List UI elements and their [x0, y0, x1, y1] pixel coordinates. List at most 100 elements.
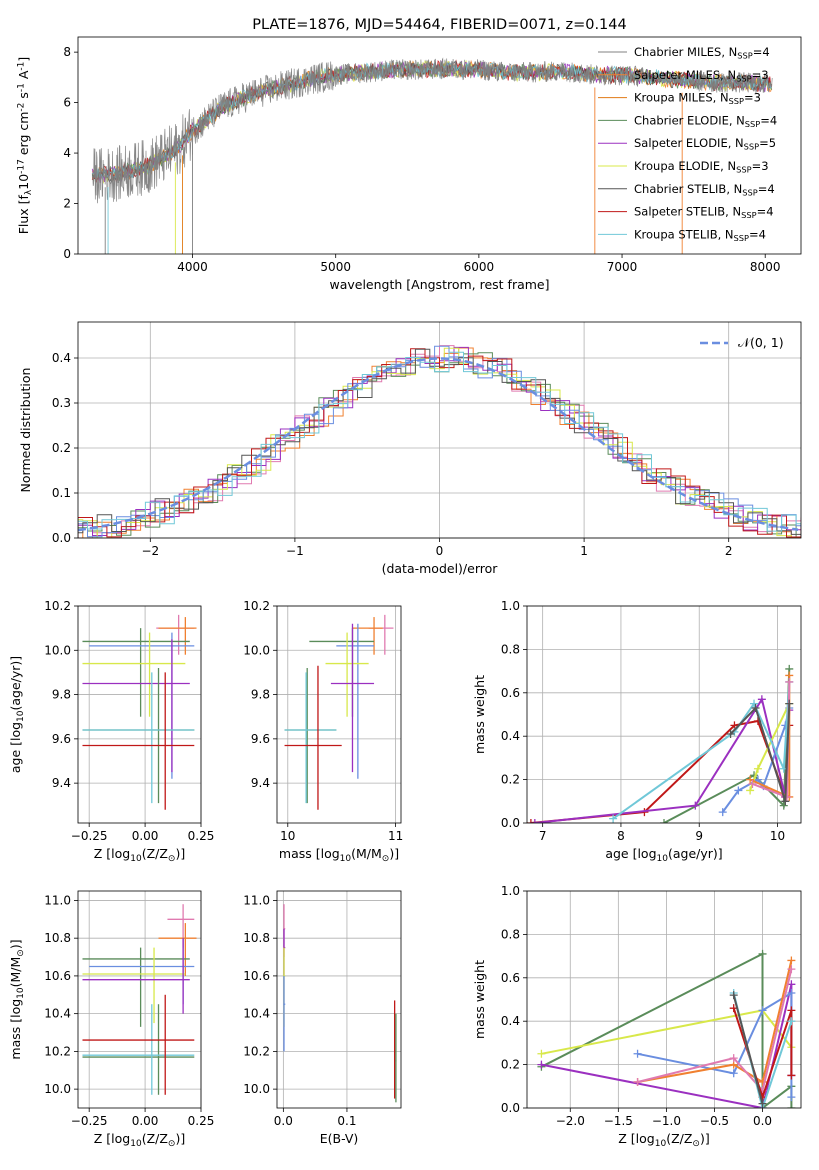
legend-label: Chabrier MILES, NSSP=4 [634, 45, 770, 61]
histogram-step [78, 348, 801, 535]
y-tick-label: 0.2 [501, 773, 520, 787]
y-tick-label: 0.1 [52, 486, 71, 500]
legend-label: Salpeter ELODIE, NSSP=5 [634, 136, 776, 152]
x-tick-label: −0.5 [700, 1114, 729, 1128]
y-tick-label: 10.0 [44, 1082, 71, 1096]
data-point [609, 814, 618, 823]
data-point [734, 786, 743, 795]
errorbars [283, 904, 397, 1103]
data-point [729, 1069, 738, 1078]
axes-frame [276, 605, 402, 824]
axes-age_vs_mass: 10 11 9.4 9.6 9.8 10.0 10.2 mass [log10(M/M⊙)] [243, 599, 403, 864]
x-tick-label: 10 [280, 829, 295, 843]
spectrum-lines [91, 57, 773, 254]
x-tick-label: 10 [770, 829, 785, 843]
y-tick-label: 10.0 [243, 643, 270, 657]
y-tick-label: 9.4 [52, 776, 71, 790]
weight-lines [537, 949, 796, 1108]
x-tick-label: 8 [617, 829, 625, 843]
y-tick-label: 10.2 [243, 599, 270, 613]
x-tick-label: 5000 [320, 260, 351, 274]
histograms [78, 345, 801, 538]
axes-weight_vs_age: 7 8 9 10 0.0 0.2 0.4 0.6 0.8 1.0 age [log10(age/yr… [472, 599, 802, 864]
y-tick-label: 9.6 [251, 732, 270, 746]
x-tick-label: 11 [388, 829, 403, 843]
legend-label: Chabrier ELODIE, NSSP=4 [634, 113, 777, 129]
legend-label: Kroupa STELIB, NSSP=4 [634, 227, 766, 243]
x-tick-label: 0 [436, 544, 444, 558]
data-point [753, 764, 762, 773]
series-line [534, 696, 791, 823]
data-point [660, 819, 668, 823]
data-point [633, 1049, 642, 1058]
legend-label: Salpeter MILES, NSSP=3 [634, 68, 769, 84]
data-point [787, 1006, 796, 1015]
y-tick-label: 0.4 [501, 729, 520, 743]
data-point [785, 699, 794, 708]
chart-title: PLATE=1876, MJD=54464, FIBERID=0071, z=0… [252, 17, 626, 33]
data-point [781, 797, 790, 806]
x-tick-label: −2.0 [556, 1114, 585, 1128]
data-point [633, 1077, 642, 1086]
y-tick-label: 0.0 [501, 1101, 520, 1115]
data-point [787, 1093, 796, 1102]
data-point [751, 703, 760, 712]
y-tick-label: 10.2 [44, 1044, 71, 1058]
x-tick-label: 9 [695, 829, 703, 843]
y-tick-label: 10.6 [44, 969, 71, 983]
axes-mass_vs_Z: −0.25 0.00 0.25 10.0 10.2 10.4 10.6 10.8 11.0 Z [… [8, 890, 214, 1149]
x-tick-label: 6000 [464, 260, 495, 274]
errorbars [82, 904, 197, 1095]
data-point [787, 1071, 796, 1080]
y-tick-label: 0.6 [501, 971, 520, 985]
weight-lines [527, 664, 794, 823]
data-point [787, 1017, 796, 1026]
y-tick-label: 0 [63, 247, 71, 261]
spectrum-series-line [91, 57, 773, 204]
x-tick-label: 0.00 [132, 1114, 159, 1128]
data-point [787, 1104, 796, 1108]
y-tick-label: 10.4 [243, 1007, 270, 1021]
data-point [746, 775, 755, 784]
y-tick-label: 8 [63, 45, 71, 59]
gaussian-curve [78, 357, 799, 532]
y-axis-label: mass weight [472, 675, 487, 754]
y-tick-label: 10.0 [44, 643, 71, 657]
axes-residuals: −2 −1 0 1 2 0.0 0.1 0.2 0.3 0.4 (data-model)/error… [18, 321, 802, 576]
errorbars [82, 614, 197, 810]
data-point [787, 965, 796, 974]
y-axis-label: mass [log10(M/M⊙)] [8, 939, 26, 1059]
y-tick-label: 0.0 [501, 816, 520, 830]
axes-age_vs_Z: −0.25 0.00 0.25 9.4 9.6 9.8 10.0 10.2 Z [log10(Z… [8, 599, 214, 864]
x-axis-label: wavelength [Angstrom, rest frame] [329, 277, 549, 292]
x-axis-label: Z [log10(Z/Z⊙)] [94, 846, 185, 864]
y-tick-label: 0.2 [52, 441, 71, 455]
histogram-step [78, 345, 801, 538]
x-tick-label: 0.0 [753, 1114, 772, 1128]
axes-frame [77, 890, 202, 1109]
series-line [729, 703, 791, 802]
data-point [758, 1099, 767, 1108]
x-tick-label: 0.25 [188, 829, 215, 843]
y-axis-label: age [log10(age/yr)] [8, 656, 26, 773]
y-tick-label: 9.4 [251, 776, 270, 790]
data-point [729, 1054, 738, 1063]
y-tick-label: 10.8 [44, 931, 71, 945]
legend-label: Kroupa ELODIE, NSSP=3 [634, 159, 769, 175]
histogram-step [78, 351, 801, 532]
legend-label: Chabrier STELIB, NSSP=4 [634, 182, 775, 198]
y-tick-label: 10.4 [44, 1007, 71, 1021]
y-tick-label: 6 [63, 96, 71, 110]
x-axis-label: (data-model)/error [382, 561, 499, 576]
data-point [758, 1006, 767, 1015]
axes-frame [276, 890, 402, 1109]
errorbars [284, 614, 394, 810]
x-tick-label: 1 [580, 544, 588, 558]
y-axis-label: Flux [fλ10-17 erg cm-2 s-1 A-1] [16, 57, 34, 235]
y-axis-label: mass weight [472, 960, 487, 1039]
histogram-step [78, 347, 801, 538]
y-tick-label: 0.0 [52, 531, 71, 545]
data-point [787, 988, 796, 997]
axes-frame [77, 605, 202, 824]
